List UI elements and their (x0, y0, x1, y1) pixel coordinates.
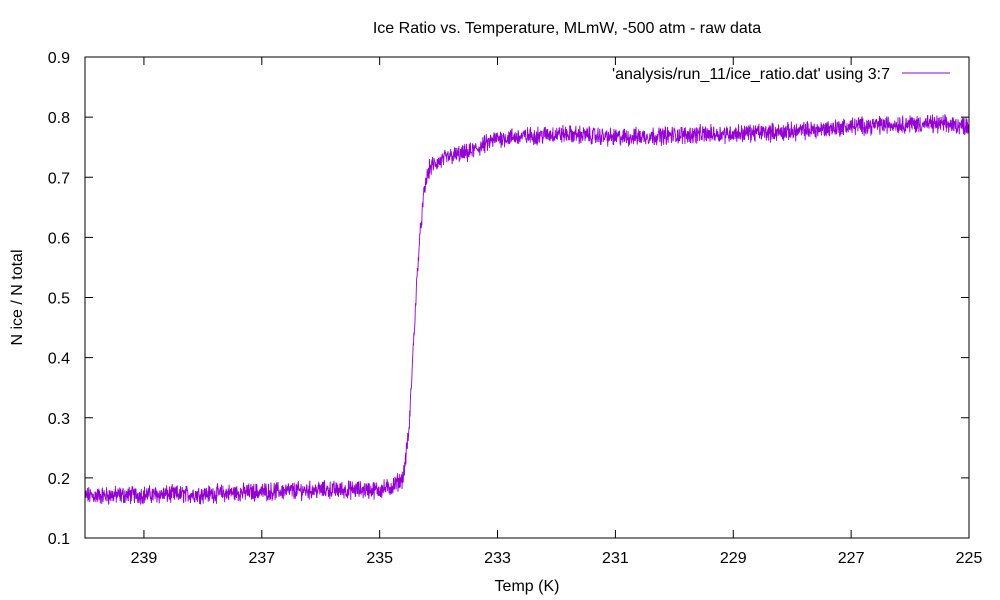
legend: 'analysis/run_11/ice_ratio.dat' using 3:… (612, 66, 950, 83)
x-tick-label: 231 (602, 550, 629, 567)
x-tick-label: 229 (720, 550, 747, 567)
y-tick-label: 0.2 (48, 471, 70, 488)
series-line (84, 114, 970, 505)
y-tick-label: 0.6 (48, 230, 70, 247)
x-tick-label: 227 (838, 550, 865, 567)
chart-title: Ice Ratio vs. Temperature, MLmW, -500 at… (373, 20, 761, 37)
y-tick-label: 0.9 (48, 50, 70, 67)
y-axis-label: N ice / N total (9, 249, 26, 345)
y-tick-label: 0.7 (48, 170, 70, 187)
y-tick-label: 0.4 (48, 351, 70, 368)
y-tick-label: 0.5 (48, 291, 70, 308)
legend-entry-label: 'analysis/run_11/ice_ratio.dat' using 3:… (612, 66, 890, 83)
x-tick-label: 239 (131, 550, 158, 567)
y-tick-label: 0.3 (48, 411, 70, 428)
x-tick-label: 237 (248, 550, 275, 567)
tick-labels: 239 237 235 233 231 229 227 225 0.1 0.2 0.3 0.4 0.5 0… (48, 50, 983, 567)
x-tick-label: 235 (366, 550, 393, 567)
x-tick-label: 233 (484, 550, 511, 567)
y-tick-label: 0.8 (48, 110, 70, 127)
y-tick-label: 0.1 (48, 531, 70, 548)
x-axis-label: Temp (K) (495, 578, 560, 595)
plot-area (84, 114, 970, 505)
tick-marks (85, 56, 970, 539)
x-tick-label: 225 (956, 550, 983, 567)
